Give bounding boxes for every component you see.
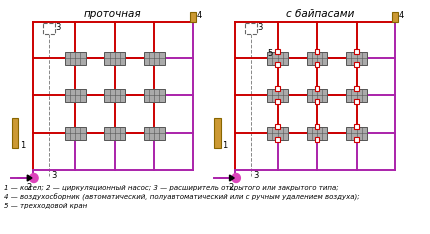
Bar [104,88,125,102]
Bar [354,62,359,67]
Text: 4: 4 [197,11,202,19]
Bar [354,137,359,142]
Bar [275,137,280,142]
Polygon shape [27,175,32,181]
Text: 3: 3 [253,172,258,180]
Bar [392,12,398,22]
Bar [144,51,165,65]
Bar [275,124,280,129]
Bar [245,22,257,33]
Bar [346,127,367,139]
Text: 1: 1 [20,142,25,150]
Text: 5: 5 [267,50,273,58]
Bar [65,51,86,65]
Bar [315,49,319,54]
Bar [315,86,319,91]
Bar [354,86,359,91]
Bar [315,99,319,104]
Bar [214,118,221,148]
Bar [43,22,55,33]
Bar [267,51,288,65]
Bar [354,49,359,54]
Bar [354,99,359,104]
Bar [65,88,86,102]
Text: 2: 2 [26,183,31,193]
Bar [144,127,165,139]
Text: с байпасами: с байпасами [286,9,354,19]
Bar [315,137,319,142]
Bar [307,88,327,102]
Bar [275,99,280,104]
Text: 1: 1 [222,142,227,150]
Bar [267,127,288,139]
Bar [315,124,319,129]
Bar [307,51,327,65]
Bar [346,88,367,102]
Bar [275,62,280,67]
Text: проточная: проточная [84,9,142,19]
Text: 2: 2 [229,183,234,193]
Bar [354,124,359,129]
Bar [307,127,327,139]
Bar [144,88,165,102]
Bar [12,118,18,148]
Bar [346,51,367,65]
Circle shape [30,173,38,183]
Text: 4 — воздухосборник (автоматический, полуавтоматический или с ручным удалением во: 4 — воздухосборник (автоматический, полу… [4,194,359,201]
Text: 1 — котел; 2 — циркуляционный насос; 3 — расширитель открытого или закрытого тип: 1 — котел; 2 — циркуляционный насос; 3 —… [4,185,338,191]
Bar [104,51,125,65]
Bar [267,88,288,102]
Text: 5 — трехходовой кран: 5 — трехходовой кран [4,203,87,209]
Circle shape [232,173,240,183]
Bar [275,86,280,91]
Text: 3: 3 [55,22,61,32]
Bar [190,12,196,22]
Text: 4: 4 [399,11,404,19]
Bar [104,127,125,139]
Text: 3: 3 [51,172,56,180]
Bar [275,49,280,54]
Bar [65,127,86,139]
Text: 3: 3 [258,22,263,32]
Bar [315,62,319,67]
Polygon shape [230,175,234,181]
